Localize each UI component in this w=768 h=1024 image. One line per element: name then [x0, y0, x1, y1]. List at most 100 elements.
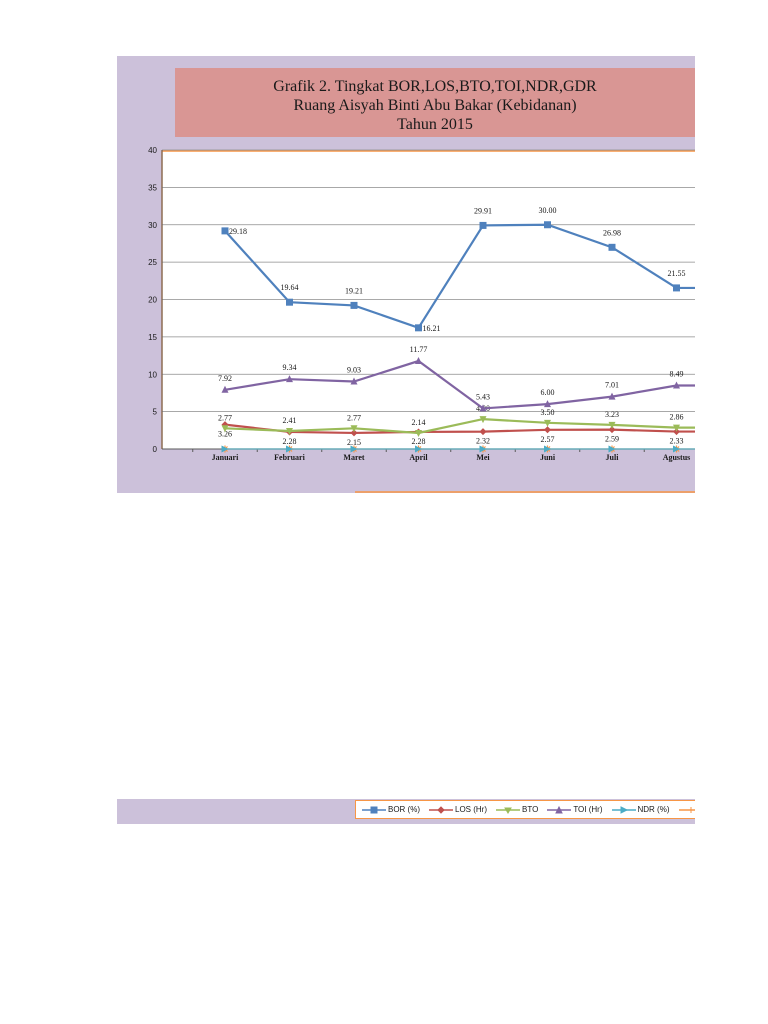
y-tick-label: 20: [148, 296, 157, 305]
data-point-ndr: [608, 445, 616, 453]
data-point-toi: [221, 385, 229, 393]
data-label-bto: 3.50: [541, 408, 555, 417]
data-point-ndr: [415, 445, 422, 453]
data-point-bor: [286, 298, 293, 306]
data-point-toi: [479, 404, 487, 412]
data-label-los: 2.28: [412, 437, 426, 446]
data-label-los: 2.15: [347, 438, 361, 447]
legend-swatch-los: [429, 806, 453, 814]
x-tick-label: Januari: [212, 453, 239, 462]
data-label-los: 3.26: [218, 430, 232, 439]
data-point-bto: [608, 421, 616, 429]
data-label-bto: 2.86: [670, 413, 684, 422]
data-point-los: [608, 426, 616, 434]
y-tick-label: 30: [148, 221, 157, 230]
data-label-los: 2.57: [541, 435, 555, 444]
data-point-toi: [608, 392, 616, 400]
data-point-bor: [221, 227, 229, 235]
legend-label: LOS (Hr): [455, 805, 487, 814]
data-point-bor: [415, 324, 422, 332]
chart-title-line2: Ruang Aisyah Binti Abu Bakar (Kebidanan): [293, 97, 577, 114]
data-label-toi: 9.03: [347, 366, 361, 375]
x-tick-label: Juli: [606, 453, 620, 462]
data-point-bto: [479, 416, 487, 424]
data-label-los: 2.28: [283, 437, 297, 446]
legend-item-los: LOS (Hr): [429, 801, 487, 818]
y-tick-label: 5: [153, 408, 158, 417]
data-point-ndr: [479, 445, 487, 453]
data-point-bor: [544, 221, 551, 229]
data-label-toi: 8.49: [670, 370, 684, 379]
data-point-toi: [286, 375, 293, 383]
data-label-bor: 26.98: [603, 228, 621, 237]
x-tick-label: Maret: [343, 453, 365, 462]
data-point-los: [350, 429, 358, 437]
data-label-toi: 9.34: [283, 363, 297, 372]
legend-swatch-bto: [496, 807, 520, 814]
x-tick-label: Juni: [540, 453, 556, 462]
chart-title-box: Grafik 2. Tingkat BOR,LOS,BTO,TOI,NDR,GD…: [175, 68, 695, 137]
data-point-ndr: [221, 445, 229, 453]
data-point-bor: [608, 243, 616, 251]
y-tick-label: 25: [148, 258, 157, 267]
x-tick-label: Mei: [476, 453, 490, 462]
data-label-bor: 21.55: [668, 269, 686, 278]
legend-swatch-ndr: [611, 806, 636, 814]
chart-title-line1: Grafik 2. Tingkat BOR,LOS,BTO,TOI,NDR,GD…: [273, 78, 597, 95]
data-label-bto: 2.77: [218, 413, 232, 422]
data-label-bto: 2.77: [347, 413, 361, 422]
plot-area: [162, 151, 695, 449]
legend-item-bto: BTO: [496, 801, 538, 818]
legend-item-toi: TOI (Hr): [547, 801, 603, 818]
data-point-bto: [286, 427, 293, 435]
data-label-los: 2.59: [605, 435, 619, 444]
data-point-bto: [350, 425, 358, 433]
y-tick-label: 35: [148, 183, 157, 192]
y-tick-label: 10: [148, 370, 157, 379]
legend-label: BTO: [522, 805, 539, 814]
data-label-toi: 11.77: [410, 345, 428, 354]
data-label-bor: 16.21: [423, 324, 441, 333]
legend-item-bor: BOR (%): [362, 801, 420, 818]
data-point-los: [479, 428, 487, 436]
data-label-toi: 7.92: [218, 374, 232, 383]
data-label-los: 2.33: [670, 437, 684, 446]
y-tick-label: 0: [153, 445, 158, 454]
data-label-bor: 19.21: [345, 286, 363, 295]
data-point-toi: [544, 400, 551, 408]
data-label-bor: 29.18: [229, 227, 247, 236]
data-point-los: [544, 426, 551, 434]
y-tick-label: 40: [148, 146, 157, 155]
data-point-bor: [479, 221, 487, 229]
data-label-bto: 2.41: [283, 416, 297, 425]
legend-label: TOI (Hr): [573, 805, 603, 814]
data-point-bto: [544, 419, 551, 427]
data-point-ndr: [350, 445, 358, 453]
data-point-toi: [673, 381, 680, 389]
legend-label: NDR (%): [637, 805, 670, 814]
legend-swatch-toi: [547, 805, 572, 814]
x-tick-label: Agustus: [663, 453, 691, 462]
data-point-bor: [673, 284, 680, 292]
data-point-bto: [221, 425, 229, 433]
data-label-toi: 7.01: [605, 381, 619, 390]
legend-swatch-bor: [362, 806, 386, 814]
data-point-bor: [350, 301, 358, 309]
x-tick-label: April: [409, 453, 428, 462]
data-label-bto: 2.14: [412, 418, 426, 427]
x-tick-label: Februari: [274, 453, 305, 462]
data-point-ndr: [286, 445, 293, 453]
data-label-toi: 6.00: [541, 388, 555, 397]
legend-swatch-gdr: [678, 806, 695, 813]
line-chart: 0 5 10 15 20 25 30 35 40 Januari Februari Maret Apri…: [148, 146, 695, 493]
legend-item-ndr: NDR (%): [611, 801, 670, 818]
chart-title-line3: Tahun 2015: [397, 116, 473, 133]
legend-label: BOR (%): [388, 805, 420, 814]
data-label-bor: 19.64: [281, 283, 299, 292]
data-point-ndr: [544, 445, 551, 453]
data-point-ndr: [673, 445, 680, 453]
data-label-los: 2.32: [476, 437, 490, 446]
data-point-toi: [415, 357, 422, 365]
data-label-bor: 30.00: [539, 206, 557, 215]
y-tick-label: 15: [148, 333, 157, 342]
